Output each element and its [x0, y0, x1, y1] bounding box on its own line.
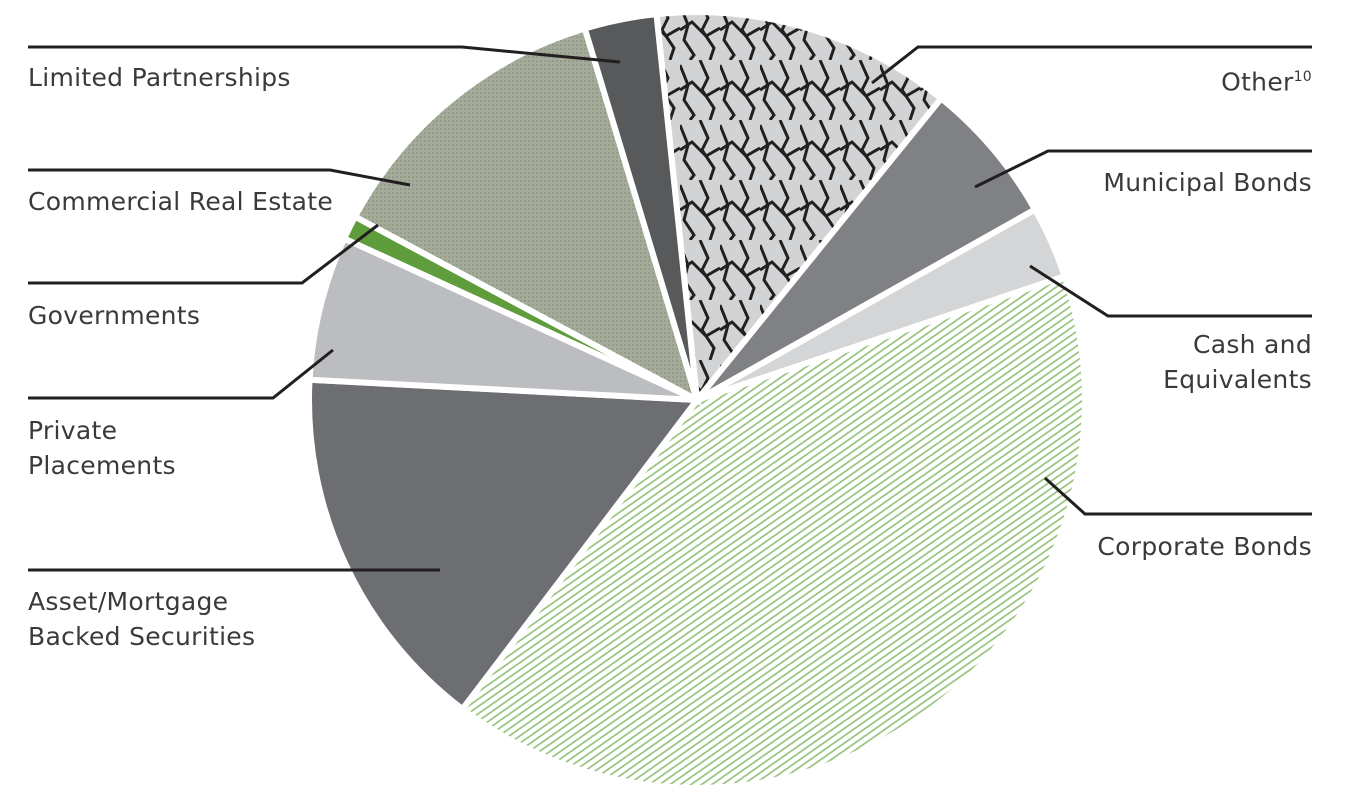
pie — [306, 9, 1088, 791]
slice-texture — [458, 272, 1088, 791]
footnote-mark: 10 — [1293, 69, 1312, 85]
slice-label: Municipal Bonds — [1103, 168, 1312, 197]
pie-slice — [581, 11, 700, 403]
leader-line — [974, 149, 1312, 189]
leader-lines — [28, 45, 1312, 572]
leader-line — [28, 223, 379, 285]
slice-label: Governments — [28, 301, 201, 330]
slice-label: Cash and Equivalents — [1163, 330, 1312, 394]
slice-label: Private Placements — [28, 416, 176, 480]
leader-line — [28, 168, 411, 187]
leader-line — [871, 45, 1312, 85]
slice-label: Asset/Mortgage Backed Securities — [28, 587, 256, 651]
slice-label: Corporate Bonds — [1097, 532, 1312, 561]
slice-label: Commercial Real Estate — [28, 187, 334, 216]
leader-line — [1029, 264, 1312, 318]
leader-line — [28, 348, 334, 400]
slice-label: Other10 — [1221, 60, 1312, 99]
slice-texture — [653, 9, 946, 408]
slice-label: Limited Partnerships — [28, 63, 291, 92]
leader-line — [1043, 476, 1312, 516]
pie-slice — [306, 376, 700, 713]
leader-line — [28, 45, 621, 64]
slice-label-text: Other — [1221, 67, 1294, 97]
